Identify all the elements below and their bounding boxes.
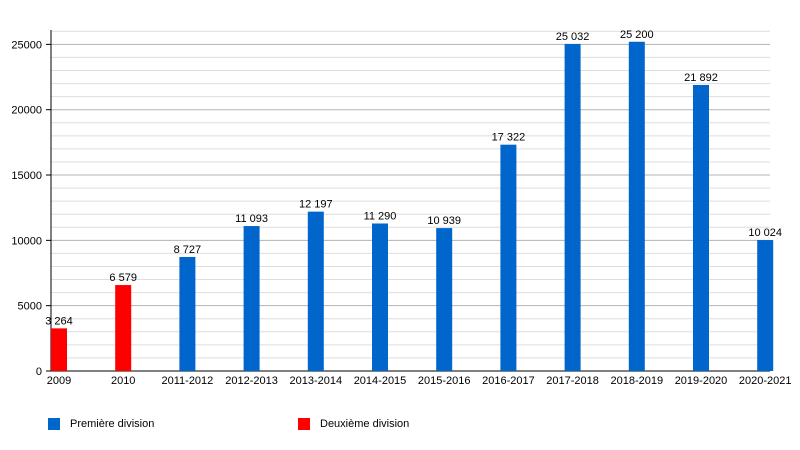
data-label-2014-2015: 11 290 (364, 210, 397, 222)
data-label-2015-2016: 10 939 (427, 215, 461, 227)
data-label-2010: 6 579 (109, 272, 137, 284)
data-label-2019-2020: 21 892 (684, 72, 718, 84)
data-label-2020-2021: 10 024 (748, 227, 782, 239)
x-tick-label: 2017-2018 (546, 375, 599, 387)
bar-2020-2021 (757, 240, 774, 371)
data-label-2018-2019: 25 200 (620, 29, 654, 41)
bar-2019-2020 (693, 84, 709, 371)
bar-2010 (115, 285, 132, 371)
y-tick-label: 5000 (18, 301, 42, 313)
bar-2015-2016 (436, 228, 453, 371)
data-label-2017-2018: 25 032 (556, 31, 590, 43)
bar-2016-2017 (500, 144, 517, 371)
x-tick-label: 2016-2017 (482, 375, 535, 387)
y-tick-labels: 0 5000 10000 15000 20000 25000 (11, 39, 42, 378)
bar-2012-2013 (243, 226, 260, 371)
legend-item-premiere-division: Première division (48, 418, 154, 430)
legend: Première division Deuxième division (0, 418, 800, 434)
x-tick-label: 2015-2016 (418, 375, 471, 387)
bar-2013-2014 (307, 211, 324, 371)
bar-2009 (51, 328, 67, 371)
x-tick-labels: 2009 2010 2011-2012 2012-2013 2013-2014 2014-… (47, 375, 792, 387)
bars (51, 41, 774, 372)
x-tick-label: 2019-2020 (675, 375, 728, 387)
bar-2018-2019 (628, 41, 645, 372)
legend-label-deuxieme-division: Deuxième division (320, 418, 410, 430)
axes (46, 30, 770, 372)
x-tick-label: 2011-2012 (162, 375, 214, 387)
data-labels: 8 727 11 093 12 197 11 290 10 939 17 322 25 03… (45, 29, 782, 328)
data-label-2009: 3 264 (45, 315, 73, 327)
x-tick-label: 2014-2015 (354, 375, 407, 387)
bar-2014-2015 (372, 223, 388, 371)
data-label-2012-2013: 11 093 (235, 213, 268, 225)
y-tick-label: 20000 (11, 105, 42, 117)
legend-swatch-premiere-division (48, 418, 60, 430)
x-tick-label: 2018-2019 (610, 375, 663, 387)
x-tick-label: 2010 (111, 375, 135, 387)
bar-2011-2012 (179, 256, 196, 371)
legend-item-deuxieme-division: Deuxième division (298, 418, 409, 430)
grid-lines (51, 30, 770, 359)
data-label-2013-2014: 12 197 (299, 199, 333, 211)
data-label-2011-2012: 8 727 (174, 244, 202, 256)
y-tick-label: 25000 (11, 39, 42, 51)
data-label-2016-2017: 17 322 (492, 132, 526, 144)
x-tick-label: 2009 (47, 375, 71, 387)
y-tick-label: 0 (36, 366, 42, 378)
x-tick-label: 2013-2014 (289, 375, 342, 387)
legend-label-premiere-division: Première division (70, 418, 155, 430)
bar-2017-2018 (564, 43, 581, 372)
x-tick-label: 2020-2021 (739, 375, 792, 387)
x-tick-label: 2012-2013 (225, 375, 278, 387)
y-tick-label: 10000 (11, 235, 42, 247)
legend-swatch-deuxieme-division (298, 418, 310, 430)
y-tick-label: 15000 (11, 170, 42, 182)
